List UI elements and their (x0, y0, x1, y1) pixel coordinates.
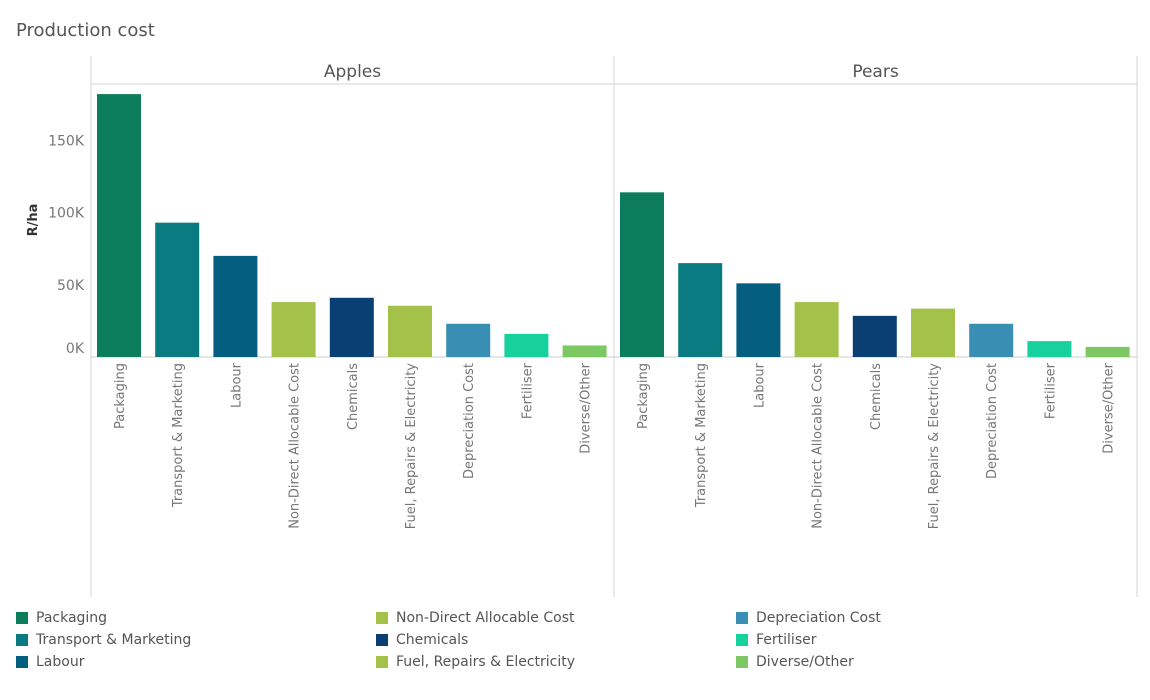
x-tick-label: Diverse/Other (1102, 362, 1117, 453)
legend-item-depreciation-cost: Depreciation Cost (736, 607, 881, 629)
legend-label: Labour (36, 654, 85, 670)
bar-apples-fuel-repairs-electricity (388, 305, 432, 357)
x-tick-label: Transport & Marketing (694, 363, 709, 508)
x-tick-label: Transport & Marketing (171, 363, 186, 508)
legend: Packaging Transport & Marketing Labour Non-… (16, 607, 1136, 673)
bar-apples-diverse-other (562, 345, 607, 357)
y-tick-label: 150K (48, 133, 85, 149)
x-tick-label: Chemicals (346, 363, 361, 430)
legend-label: Chemicals (396, 632, 469, 648)
legend-item-chemicals: Chemicals (376, 629, 468, 651)
bar-apples-chemicals (329, 297, 374, 357)
bar-apples-non-direct-allocable-cost (271, 302, 316, 357)
bar-pears-diverse-other (1085, 346, 1130, 357)
bar-pears-fuel-repairs-electricity (911, 308, 955, 357)
bar-apples-fertiliser (504, 333, 549, 357)
y-axis-label: R/ha (26, 204, 41, 237)
bar-pears-non-direct-allocable-cost (794, 302, 839, 357)
panel-header-pears: Pears (852, 62, 899, 82)
legend-label: Depreciation Cost (756, 610, 881, 626)
x-tick-label: Labour (229, 362, 244, 408)
bar-apples-transport-marketing (155, 222, 200, 357)
bar-apples-labour (213, 255, 258, 357)
legend-swatch (736, 656, 748, 668)
x-tick-label: Fuel, Repairs & Electricity (927, 363, 942, 530)
legend-item-non-direct-allocable-cost: Non-Direct Allocable Cost (376, 607, 575, 629)
x-tick-label: Labour (752, 362, 767, 408)
legend-swatch (736, 612, 748, 624)
legend-label: Transport & Marketing (36, 632, 192, 648)
legend-item-labour: Labour (16, 651, 84, 673)
legend-item-fertiliser: Fertiliser (736, 629, 816, 651)
legend-label: Fuel, Repairs & Electricity (396, 654, 576, 670)
bar-apples-depreciation-cost (446, 323, 491, 357)
bar-pears-depreciation-cost (969, 323, 1014, 357)
legend-label: Fertiliser (756, 632, 817, 648)
x-tick-label: Fertiliser (1043, 362, 1058, 419)
bar-pears-packaging (620, 192, 664, 357)
legend-item-diverse-other: Diverse/Other (736, 651, 854, 673)
legend-swatch (376, 612, 388, 624)
legend-label: Packaging (36, 610, 108, 626)
legend-label: Non-Direct Allocable Cost (396, 610, 575, 626)
y-tick-label: 100K (48, 206, 85, 222)
legend-item-packaging: Packaging (16, 607, 107, 629)
x-tick-label: Diverse/Other (579, 362, 594, 453)
x-tick-label: Fuel, Repairs & Electricity (404, 363, 419, 530)
legend-swatch (16, 634, 28, 646)
legend-label: Diverse/Other (756, 654, 854, 670)
bar-pears-transport-marketing (678, 263, 723, 357)
x-tick-label: Packaging (636, 363, 651, 429)
x-tick-label: Packaging (113, 363, 128, 429)
legend-swatch (376, 634, 388, 646)
bar-chart: R/ha 0K 50K 100K 150K Apples Packaging Transpor… (26, 56, 1138, 597)
bar-pears-chemicals (852, 315, 897, 357)
legend-swatch (16, 612, 28, 624)
x-tick-label: Fertiliser (520, 362, 535, 419)
legend-swatch (16, 656, 28, 668)
legend-swatch (736, 634, 748, 646)
x-tick-label: Chemicals (869, 363, 884, 430)
legend-item-fuel-repairs-electricity: Fuel, Repairs & Electricity (376, 651, 575, 673)
bar-pears-fertiliser (1027, 341, 1072, 357)
chart-title: Production cost (16, 20, 155, 41)
panel-header-apples: Apples (324, 62, 381, 82)
y-tick-label: 50K (57, 278, 85, 294)
x-tick-label: Depreciation Cost (985, 363, 1000, 479)
x-tick-label: Non-Direct Allocable Cost (288, 363, 303, 529)
y-tick-label: 0K (66, 341, 85, 357)
x-tick-label: Depreciation Cost (462, 363, 477, 479)
legend-item-transport-marketing: Transport & Marketing (16, 629, 191, 651)
x-tick-label: Non-Direct Allocable Cost (811, 363, 826, 529)
bar-apples-packaging (97, 94, 141, 357)
legend-swatch (376, 656, 388, 668)
bar-pears-labour (736, 283, 781, 357)
